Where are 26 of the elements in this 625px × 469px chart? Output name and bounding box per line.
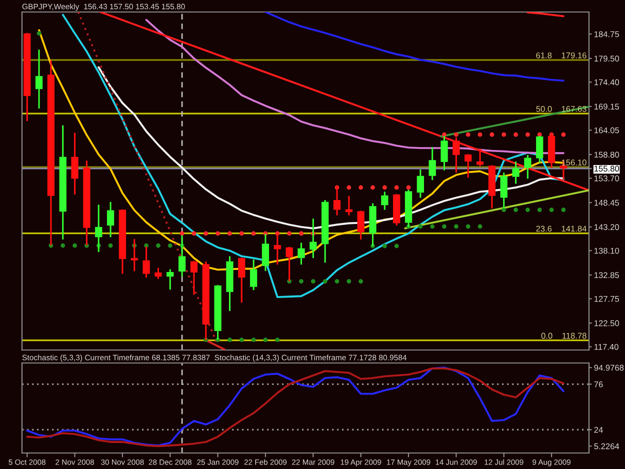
y-tick-label: 117.40 <box>594 344 618 350</box>
y-tick-label: 164.05 <box>594 127 619 134</box>
y-tick-label: 24 <box>594 426 603 433</box>
y-tick-label: 155.80 <box>594 166 620 172</box>
y-tick-label: 143.20 <box>594 224 620 230</box>
y-tick-label: 5.2264 <box>594 443 620 450</box>
y-tick-label: 169.15 <box>594 104 619 110</box>
y-tick-label: 174.40 <box>594 79 620 86</box>
y-tick-label: 94.9768 <box>594 364 624 371</box>
annotation: 179.16 <box>562 52 586 58</box>
annotation: 0.0 <box>541 332 552 339</box>
y-tick-label: 158.80 <box>594 152 620 158</box>
annotation: 23.6 <box>536 226 552 232</box>
annotation: 118.78 <box>562 332 586 339</box>
y-tick-label: 153.70 <box>594 175 620 182</box>
y-tick-label: 127.75 <box>594 296 619 302</box>
y-tick-label: 122.50 <box>594 320 620 326</box>
y-tick-label: 138.10 <box>594 248 620 254</box>
annotation: 141.84 <box>562 226 586 232</box>
y-tick-label: 184.75 <box>594 31 619 38</box>
annotation: 50.0 <box>536 106 552 112</box>
y-tick-label: 179.50 <box>594 56 620 62</box>
y-tick-label: 132.85 <box>594 272 619 278</box>
y-tick-label: 148.45 <box>594 200 619 206</box>
y-tick-label: 76 <box>594 381 603 388</box>
annotation: 61.8 <box>536 52 552 58</box>
